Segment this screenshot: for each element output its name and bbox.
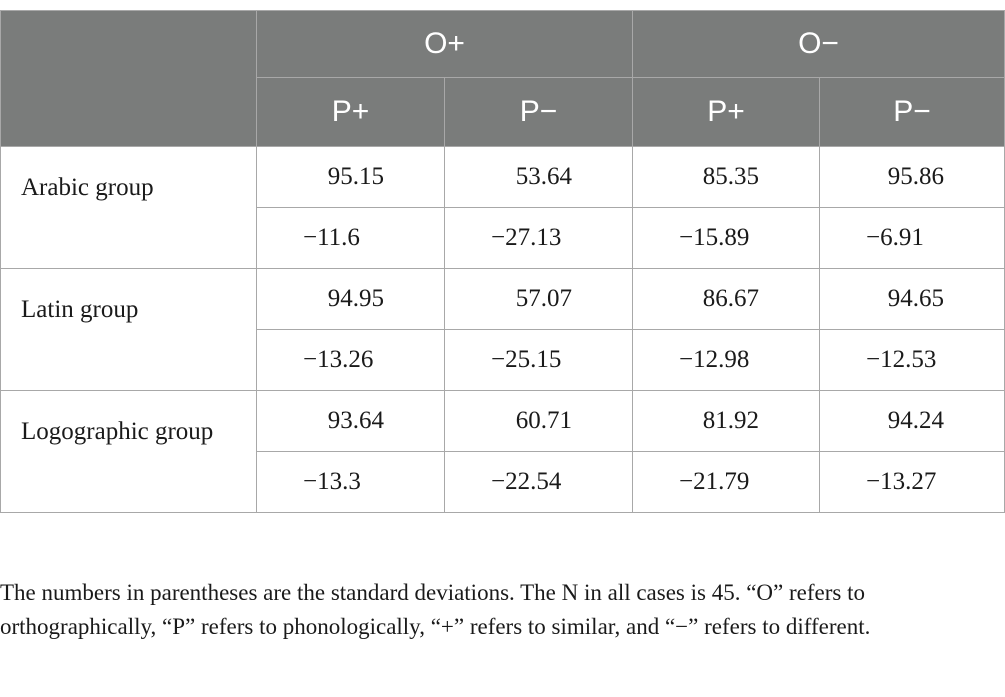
- table-row-logographic-mean: Logographic group 93.64 60.71 81.92 94.2…: [0, 390, 1005, 513]
- header-o-similar: O+: [255, 10, 634, 78]
- group-label-arabic: Arabic group: [0, 146, 257, 269]
- mean-cell: 95.15: [256, 146, 445, 208]
- mean-cell: 60.71: [443, 390, 634, 452]
- sd-cell: −25.15: [443, 329, 634, 391]
- table-row-arabic-sd: −11.6 −27.13 −15.89 −6.91: [1, 207, 1005, 269]
- mean-cell: 93.64: [256, 390, 445, 452]
- header-p-different-2: P−: [819, 77, 1005, 147]
- table-body: Arabic group 95.15 53.64 85.35 95.86 −11…: [0, 146, 1005, 513]
- sd-cell: −13.27: [819, 451, 1005, 513]
- header-o-different: O−: [632, 10, 1005, 78]
- sd-cell: −13.26: [256, 329, 445, 391]
- phonology-header-row: P+ P− P+ P−: [1, 77, 1005, 147]
- header-p-similar-1: P+: [256, 77, 445, 147]
- mean-cell: 95.86: [819, 146, 1005, 208]
- table-row-latin-sd: −13.26 −25.15 −12.98 −12.53: [1, 329, 1005, 391]
- mean-cell: 86.67: [632, 268, 821, 330]
- mean-cell: 94.65: [819, 268, 1005, 330]
- table-row-latin-mean: Latin group 94.95 57.07 86.67 94.65: [0, 268, 1005, 391]
- mean-cell: 85.35: [632, 146, 821, 208]
- sd-cell: −11.6: [256, 207, 445, 269]
- header-p-similar-2: P+: [632, 77, 821, 147]
- orthography-header-row: O+ O−: [0, 10, 1005, 147]
- sd-cell: −15.89: [632, 207, 821, 269]
- mean-cell: 94.95: [256, 268, 445, 330]
- mean-cell: 94.24: [819, 390, 1005, 452]
- mean-cell: 81.92: [632, 390, 821, 452]
- sd-cell: −12.53: [819, 329, 1005, 391]
- header-corner-cell: [0, 10, 257, 147]
- mean-cell: 57.07: [443, 268, 634, 330]
- table-header: O+ O− P+ P− P+ P−: [0, 10, 1005, 147]
- sd-cell: −13.3: [256, 451, 445, 513]
- results-table: O+ O− P+ P− P+ P− Arabic group 95.15 53.…: [0, 10, 1005, 513]
- header-p-different-1: P−: [443, 77, 634, 147]
- sd-cell: −12.98: [632, 329, 821, 391]
- table-footnote: The numbers in parentheses are the stand…: [0, 580, 871, 639]
- sd-cell: −6.91: [819, 207, 1005, 269]
- sd-cell: −22.54: [443, 451, 634, 513]
- table-row-arabic-mean: Arabic group 95.15 53.64 85.35 95.86: [0, 146, 1005, 269]
- mean-cell: 53.64: [443, 146, 634, 208]
- group-label-latin: Latin group: [0, 268, 257, 391]
- sd-cell: −27.13: [443, 207, 634, 269]
- table-row-logographic-sd: −13.3 −22.54 −21.79 −13.27: [1, 451, 1005, 513]
- sd-cell: −21.79: [632, 451, 821, 513]
- group-label-logographic: Logographic group: [0, 390, 257, 513]
